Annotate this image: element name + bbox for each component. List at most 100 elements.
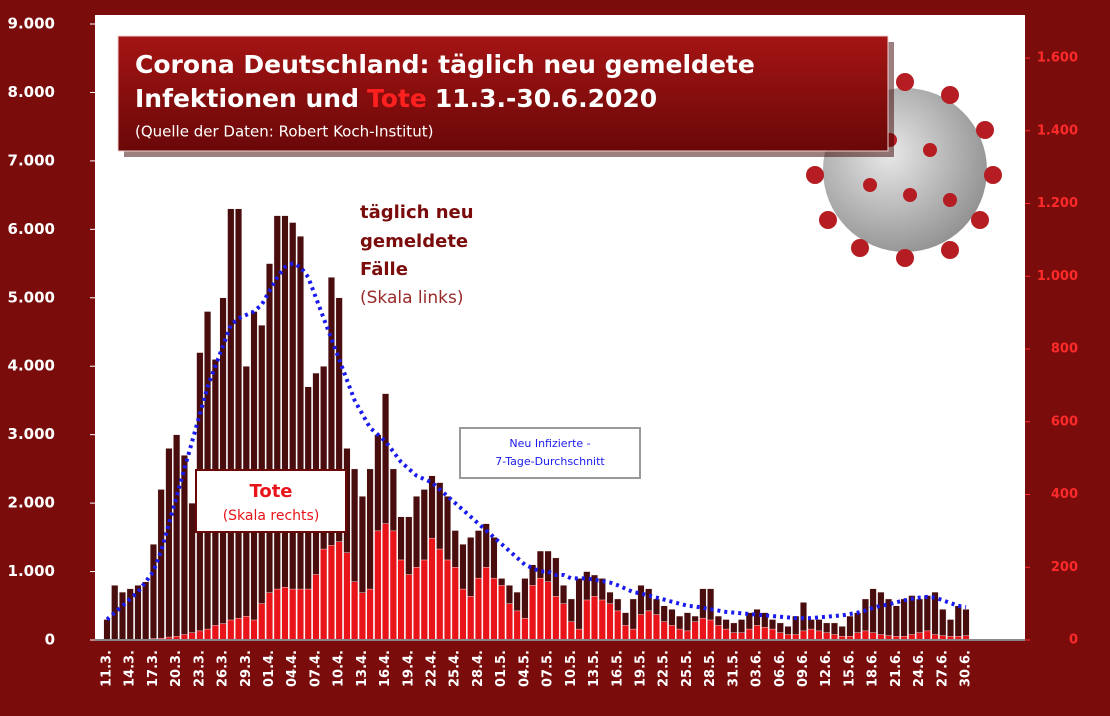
bar — [188, 632, 196, 641]
bar — [645, 610, 653, 641]
bar — [598, 599, 606, 641]
bar — [451, 567, 459, 641]
bar — [173, 434, 181, 641]
y-tick-label: 1.000 — [8, 562, 55, 580]
x-tick-label: 29.3. — [239, 650, 254, 687]
bar — [242, 616, 250, 641]
title-part: 11.3.-30.6.2020 — [435, 84, 657, 113]
x-tick-label: 07.4. — [308, 650, 323, 687]
x-tick-label: 16.4. — [378, 650, 393, 687]
bar — [699, 617, 707, 641]
bar — [134, 585, 142, 641]
x-tick-label: 20.3. — [169, 650, 184, 687]
title-highlight: Tote — [367, 84, 427, 113]
x-tick-label: 09.6. — [796, 650, 811, 687]
bar — [954, 605, 962, 641]
y-tick-label: 7.000 — [8, 151, 55, 169]
bar — [296, 235, 304, 641]
bar — [142, 581, 150, 641]
bar — [908, 595, 916, 641]
bar — [513, 610, 521, 641]
y2-tick-label: 400 — [1051, 487, 1078, 502]
bar — [869, 588, 877, 641]
bar — [235, 208, 243, 641]
x-tick-label: 14.3. — [123, 650, 138, 687]
deaths-note: (Skala rechts) — [223, 508, 320, 524]
bar — [714, 625, 722, 641]
x-tick-label: 31.5. — [726, 650, 741, 687]
y2-tick-label: 0 — [1069, 633, 1078, 648]
bar — [923, 630, 931, 641]
bar — [266, 263, 274, 641]
bar — [358, 592, 366, 641]
average-box — [459, 427, 641, 479]
bar — [389, 530, 397, 641]
bar — [823, 632, 831, 641]
bar — [854, 632, 862, 641]
bar — [660, 621, 668, 641]
subtitle: (Quelle der Daten: Robert Koch-Institut) — [135, 123, 433, 141]
title-box — [117, 35, 889, 152]
x-tick-label: 12.6. — [819, 650, 834, 687]
bar — [196, 630, 204, 641]
bar — [916, 632, 924, 641]
x-tick-label: 04.5. — [517, 650, 532, 687]
bar — [521, 617, 529, 641]
bar — [877, 591, 885, 641]
bar — [219, 623, 227, 641]
bar — [366, 588, 374, 641]
bar — [552, 596, 560, 641]
bar — [165, 448, 173, 641]
cases-note: (Skala links) — [360, 288, 464, 308]
bar — [227, 619, 235, 641]
bar — [304, 588, 312, 641]
bar — [738, 632, 746, 641]
bar — [211, 625, 219, 641]
cases-label: gemeldete — [360, 231, 468, 252]
bar — [204, 628, 212, 641]
bar — [482, 567, 490, 641]
x-tick-label: 27.6. — [935, 650, 950, 687]
y2-tick-label: 1.400 — [1037, 123, 1078, 138]
bar — [606, 603, 614, 641]
bar — [807, 628, 815, 641]
bar — [769, 628, 777, 641]
bar — [467, 596, 475, 641]
bar — [118, 591, 126, 641]
chart-title: Corona Deutschland: täglich neu gemeldet… — [135, 50, 755, 79]
bar — [815, 630, 823, 641]
x-tick-label: 11.3. — [100, 650, 115, 687]
bar — [869, 632, 877, 641]
average-label: Neu Infizierte - — [509, 437, 590, 450]
x-tick-label: 23.3. — [192, 650, 207, 687]
y2-tick-label: 1.200 — [1037, 196, 1078, 211]
bar — [320, 548, 328, 641]
y2-tick-label: 800 — [1051, 342, 1078, 357]
bar — [188, 502, 196, 641]
x-tick-label: 22.4. — [425, 650, 440, 687]
bar — [281, 587, 289, 641]
bar — [761, 627, 769, 641]
bar — [676, 628, 684, 641]
bar — [126, 588, 134, 641]
bar — [474, 577, 482, 641]
bar — [861, 630, 869, 641]
cases-label: täglich neu — [360, 202, 474, 223]
y-tick-label: 5.000 — [8, 288, 55, 306]
average-line — [105, 261, 967, 621]
x-tick-label: 03.6. — [750, 650, 765, 687]
chart-title-line2: Infektionen und Tote 11.3.-30.6.2020 — [135, 84, 657, 113]
x-tick-label: 26.3. — [216, 650, 231, 687]
bar — [444, 559, 452, 641]
bar — [266, 592, 274, 641]
x-tick-label: 30.6. — [959, 650, 974, 687]
bar — [536, 577, 544, 641]
bar — [289, 588, 297, 641]
bar — [405, 574, 413, 641]
bar — [296, 588, 304, 641]
bar — [180, 455, 188, 641]
x-tick-label: 01.4. — [262, 650, 277, 687]
bar — [227, 208, 235, 641]
y-tick-label: 8.000 — [8, 83, 55, 101]
